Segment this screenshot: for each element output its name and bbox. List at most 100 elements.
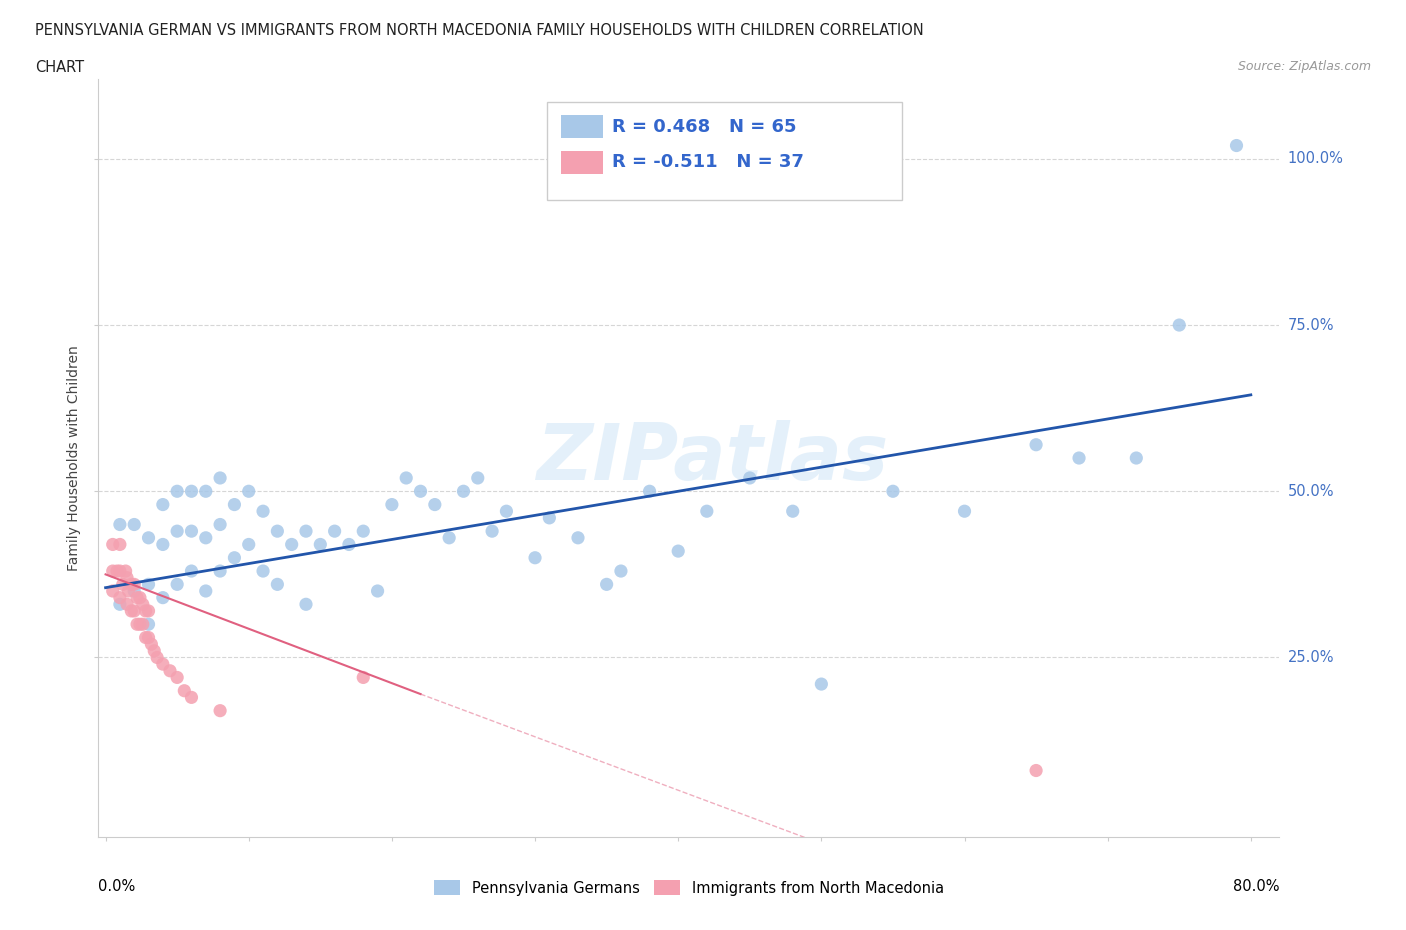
Point <box>352 524 374 538</box>
Point <box>129 591 152 605</box>
Text: PENNSYLVANIA GERMAN VS IMMIGRANTS FROM NORTH MACEDONIA FAMILY HOUSEHOLDS WITH CH: PENNSYLVANIA GERMAN VS IMMIGRANTS FROM N… <box>35 23 924 38</box>
Point <box>122 517 145 532</box>
Point <box>166 670 188 684</box>
Point <box>610 564 633 578</box>
Point <box>567 530 589 545</box>
Point <box>738 471 761 485</box>
Point <box>101 537 124 551</box>
Point <box>105 564 128 578</box>
Point <box>481 524 503 538</box>
Text: ZIPatlas: ZIPatlas <box>537 420 889 496</box>
Point <box>323 524 346 538</box>
Point <box>1025 437 1047 452</box>
Point <box>180 690 202 705</box>
Point <box>108 597 131 612</box>
Point <box>209 471 232 485</box>
Point <box>108 517 131 532</box>
Point <box>138 617 160 631</box>
Point <box>423 498 446 512</box>
Point <box>381 498 404 512</box>
Text: 50.0%: 50.0% <box>1288 484 1334 498</box>
Point <box>696 504 718 519</box>
Point <box>166 524 188 538</box>
Point <box>280 537 302 551</box>
Point <box>252 564 274 578</box>
Point <box>111 577 134 591</box>
Point <box>120 577 142 591</box>
Legend: Pennsylvania Germans, Immigrants from North Macedonia: Pennsylvania Germans, Immigrants from No… <box>427 874 950 902</box>
Point <box>125 617 148 631</box>
Point <box>453 484 475 498</box>
Text: R = -0.511   N = 37: R = -0.511 N = 37 <box>612 153 804 171</box>
Point <box>252 504 274 519</box>
Text: R = 0.468   N = 65: R = 0.468 N = 65 <box>612 118 797 136</box>
Point <box>108 591 131 605</box>
Point <box>166 577 188 591</box>
Point <box>209 703 232 718</box>
Point <box>115 597 138 612</box>
Point <box>115 570 138 585</box>
Point <box>367 583 389 598</box>
Bar <box>561 115 603 139</box>
Point <box>524 551 547 565</box>
Point <box>266 524 288 538</box>
Point <box>1125 451 1147 466</box>
Point <box>143 644 166 658</box>
Point <box>782 504 804 519</box>
Point <box>238 537 260 551</box>
Point <box>135 604 157 618</box>
Point <box>108 564 131 578</box>
Point <box>135 631 157 645</box>
Point <box>1225 138 1247 153</box>
Point <box>141 637 163 652</box>
Point <box>138 577 160 591</box>
Point <box>595 577 617 591</box>
Point <box>173 684 195 698</box>
Point <box>538 511 561 525</box>
Point <box>194 484 217 498</box>
Text: 25.0%: 25.0% <box>1288 650 1334 665</box>
Point <box>108 537 131 551</box>
Point <box>138 530 160 545</box>
Point <box>495 504 517 519</box>
Point <box>395 471 418 485</box>
Point <box>101 564 124 578</box>
Point <box>194 530 217 545</box>
Point <box>101 583 124 598</box>
Text: 100.0%: 100.0% <box>1288 152 1344 166</box>
Point <box>122 604 145 618</box>
Point <box>146 650 169 665</box>
Point <box>180 564 202 578</box>
Point <box>152 498 174 512</box>
Point <box>224 551 246 565</box>
Point <box>209 517 232 532</box>
Point <box>309 537 332 551</box>
Point <box>266 577 288 591</box>
Point <box>159 663 181 678</box>
Point <box>152 591 174 605</box>
Point <box>1067 451 1090 466</box>
Point <box>437 530 460 545</box>
Point <box>152 657 174 671</box>
Point <box>132 597 155 612</box>
Point <box>180 524 202 538</box>
Point <box>337 537 360 551</box>
Point <box>122 577 145 591</box>
Point <box>117 583 139 598</box>
Point <box>152 537 174 551</box>
Point <box>129 617 152 631</box>
Point <box>409 484 432 498</box>
Bar <box>561 151 603 174</box>
Point <box>138 604 160 618</box>
Text: 75.0%: 75.0% <box>1288 317 1334 333</box>
Point <box>138 631 160 645</box>
FancyBboxPatch shape <box>547 101 901 200</box>
Point <box>125 591 148 605</box>
Point <box>638 484 661 498</box>
Text: CHART: CHART <box>35 60 84 75</box>
Point <box>810 677 832 692</box>
Point <box>295 597 318 612</box>
Point <box>114 564 136 578</box>
Point <box>166 484 188 498</box>
Y-axis label: Family Households with Children: Family Households with Children <box>67 345 82 571</box>
